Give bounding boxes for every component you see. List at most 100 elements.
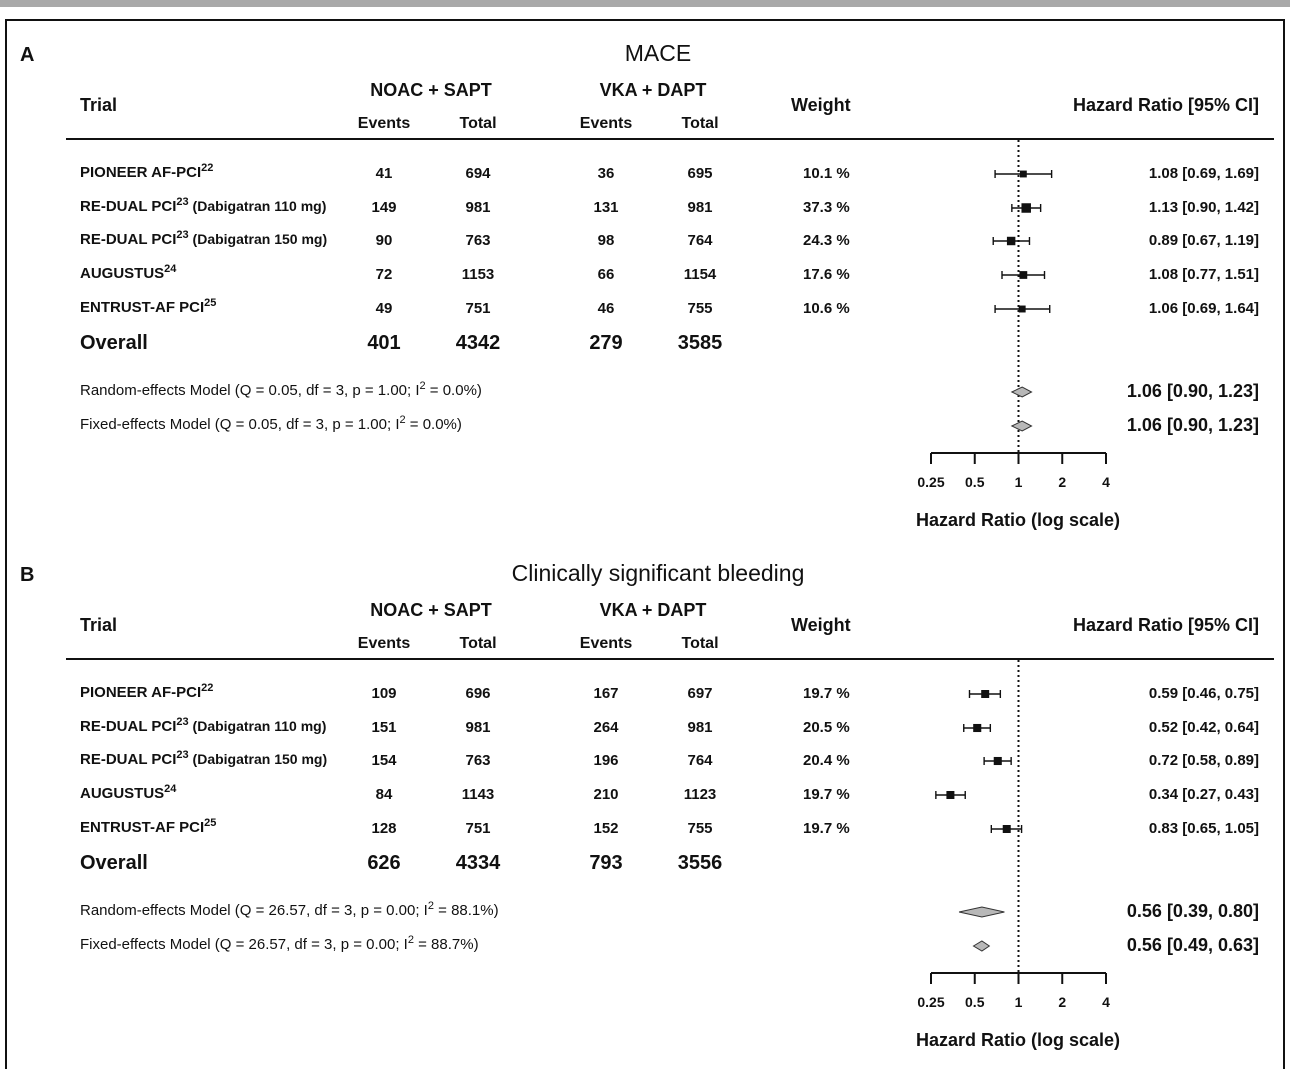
- weight-cell: 19.7 %: [803, 685, 850, 702]
- hazard-ratio-cell: 0.34 [0.27, 0.43]: [1148, 786, 1259, 803]
- weight-header: Weight: [791, 95, 851, 115]
- hazard-ratio-cell: 0.83 [0.65, 1.05]: [1148, 820, 1259, 837]
- study-reference: 22: [201, 682, 214, 694]
- vka-total-cell: 764: [687, 752, 713, 769]
- top-border-bar: [0, 0, 1290, 7]
- hazard-ratio-cell: 0.72 [0.58, 0.89]: [1148, 752, 1259, 769]
- hazard-ratio-cell: 1.13 [0.90, 1.42]: [1148, 199, 1259, 216]
- x-tick-label: 0.5: [965, 474, 985, 490]
- noac-total-cell: 981: [465, 719, 491, 736]
- study-reference: 23: [176, 716, 189, 728]
- study-name: ENTRUST-AF PCI: [80, 819, 205, 836]
- hazard-ratio-cell: 0.59 [0.46, 0.75]: [1148, 685, 1259, 702]
- events-header-1: Events: [357, 115, 411, 132]
- vka-total-cell: 1154: [683, 266, 717, 283]
- weight-cell: 20.5 %: [803, 719, 850, 736]
- total-header-2: Total: [681, 115, 719, 132]
- trial-header: Trial: [80, 95, 118, 115]
- panel-b: B Clinically significant bleeding Trial …: [0, 520, 1290, 1050]
- weight-cell: 19.7 %: [803, 820, 850, 837]
- pooled-diamond: [958, 906, 1005, 918]
- point-estimate-square: [1002, 825, 1011, 833]
- study-reference: 23: [176, 229, 189, 241]
- x-tick-label: 4: [1102, 994, 1110, 1010]
- x-tick-label: 1: [1015, 474, 1023, 490]
- overall-total-1: 4342: [455, 332, 501, 354]
- vka-total-cell: 695: [687, 165, 713, 182]
- total-header-2: Total: [681, 635, 719, 652]
- study-reference: 22: [201, 162, 214, 174]
- noac-total-cell: 763: [465, 752, 491, 769]
- point-estimate-square: [973, 723, 982, 733]
- hazard-ratio-cell: 0.89 [0.67, 1.19]: [1148, 232, 1259, 249]
- x-axis-label: Hazard Ratio (log scale): [915, 510, 1121, 530]
- point-estimate-square: [993, 756, 1002, 766]
- noac-sapt-header: NOAC + SAPT: [370, 600, 492, 620]
- noac-total-cell: 981: [465, 199, 491, 216]
- vka-total-cell: 697: [687, 685, 713, 702]
- vka-events-cell: 98: [597, 232, 615, 249]
- noac-total-cell: 763: [465, 232, 491, 249]
- hazard-ratio-header: Hazard Ratio [95% CI]: [1072, 95, 1259, 115]
- vka-events-cell: 131: [593, 199, 619, 216]
- x-tick-label: 2: [1058, 474, 1066, 490]
- noac-total-cell: 1153: [461, 266, 495, 283]
- overall-events-1: 626: [367, 852, 401, 874]
- fixed-effects-label: Fixed-effects Model (Q = 26.57, df = 3, …: [80, 934, 479, 954]
- weight-cell: 20.4 %: [803, 752, 850, 769]
- study-name: RE-DUAL PCI: [80, 718, 177, 735]
- vka-total-cell: 764: [687, 232, 713, 249]
- weight-cell: 10.6 %: [803, 300, 850, 317]
- study-label: RE-DUAL PCI23 (Dabigatran 110 mg): [80, 197, 327, 216]
- overall-total-2: 3556: [677, 852, 723, 874]
- forest-plot: 0.25 0.5 1 2 4: [917, 140, 1110, 490]
- study-dose: (Dabigatran 110 mg): [188, 198, 327, 214]
- events-header-1: Events: [357, 635, 411, 652]
- study-label: RE-DUAL PCI23 (Dabigatran 110 mg): [80, 716, 327, 736]
- weight-header: Weight: [791, 615, 851, 635]
- random-effects-hr: 1.06 [0.90, 1.23]: [1126, 381, 1259, 401]
- study-label: ENTRUST-AF PCI25: [80, 818, 216, 837]
- overall-events-2: 793: [589, 852, 623, 874]
- x-tick-label: 2: [1058, 994, 1066, 1010]
- weight-cell: 24.3 %: [803, 232, 850, 249]
- x-tick-label: 0.5: [965, 994, 985, 1010]
- noac-events-cell: 49: [375, 300, 393, 317]
- weight-cell: 19.7 %: [803, 786, 850, 803]
- noac-total-cell: 1143: [461, 786, 495, 803]
- panel-title: MACE: [624, 40, 692, 66]
- vka-total-cell: 1123: [683, 786, 717, 803]
- overall-total-1: 4334: [455, 852, 501, 874]
- study-dose: (Dabigatran 110 mg): [188, 718, 327, 734]
- noac-events-cell: 84: [375, 786, 393, 803]
- header-rule: [66, 138, 1274, 140]
- noac-total-cell: 694: [465, 165, 491, 182]
- total-header-1: Total: [459, 635, 497, 652]
- vka-events-cell: 46: [597, 300, 615, 317]
- point-estimate-square: [981, 690, 990, 698]
- study-name: PIONEER AF-PCI: [80, 684, 202, 701]
- vka-events-cell: 66: [597, 266, 615, 283]
- noac-events-cell: 109: [371, 685, 397, 702]
- events-header-2: Events: [579, 635, 633, 652]
- vka-events-cell: 152: [593, 820, 619, 837]
- fixed-effects-hr: 1.06 [0.90, 1.23]: [1126, 415, 1259, 435]
- study-reference: 25: [204, 297, 217, 309]
- fixed-effects-label: Fixed-effects Model (Q = 0.05, df = 3, p…: [80, 414, 462, 434]
- x-tick-label: 4: [1102, 474, 1110, 490]
- overall-label: Overall: [80, 332, 148, 354]
- x-axis-label: Hazard Ratio (log scale): [915, 1030, 1121, 1050]
- pooled-diamond: [1010, 386, 1033, 398]
- pooled-diamond: [972, 940, 991, 952]
- weight-cell: 17.6 %: [803, 266, 850, 283]
- forest-plot: 0.25 0.5 1 2 4: [917, 660, 1110, 1010]
- study-label: AUGUSTUS24: [80, 784, 176, 803]
- noac-events-cell: 151: [371, 719, 397, 736]
- study-name: RE-DUAL PCI: [80, 751, 177, 768]
- vka-total-cell: 981: [687, 719, 713, 736]
- point-estimate-square: [1019, 271, 1028, 279]
- point-estimate-square: [1021, 203, 1031, 213]
- noac-events-cell: 41: [375, 165, 393, 182]
- noac-total-cell: 751: [465, 820, 491, 837]
- noac-events-cell: 90: [375, 232, 393, 249]
